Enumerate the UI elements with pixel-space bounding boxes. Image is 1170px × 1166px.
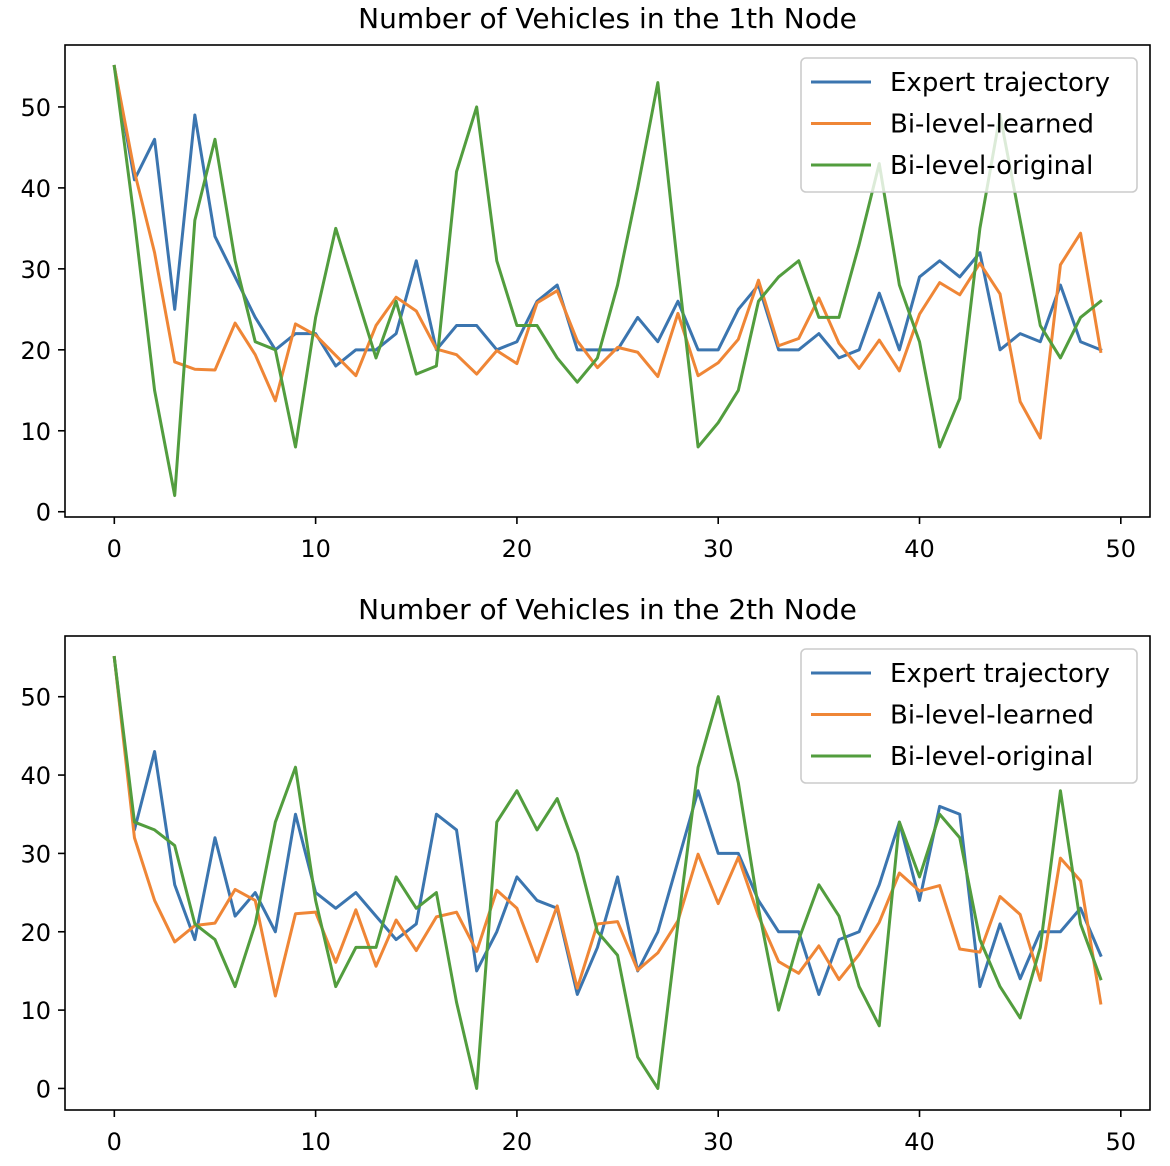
legend-label: Bi-level-learned (890, 701, 1094, 731)
y-tick-label: 30 (20, 840, 51, 868)
legend: Expert trajectory Bi-level-learned Bi-leve… (800, 648, 1138, 784)
y-tick-label: 20 (20, 337, 51, 365)
legend-label: Expert trajectory (890, 68, 1110, 98)
legend-box (800, 648, 1138, 784)
x-tick-label: 30 (703, 1128, 734, 1156)
x-tick-label: 40 (904, 1128, 935, 1156)
x-tick-label: 50 (1106, 1128, 1137, 1156)
y-tick-label: 10 (20, 997, 51, 1025)
legend-label: Bi-level-original (890, 742, 1093, 772)
y-tick-label: 10 (20, 418, 51, 446)
chart-title: Number of Vehicles in the 1th Node (358, 2, 857, 35)
y-tick-label: 50 (20, 684, 51, 712)
y-tick-label: 40 (20, 175, 51, 203)
legend: Expert trajectory Bi-level-learned Bi-leve… (800, 57, 1138, 193)
y-tick-label: 30 (20, 256, 51, 284)
x-tick-label: 0 (107, 535, 122, 563)
legend-label: Expert trajectory (890, 659, 1110, 689)
legend-box (800, 57, 1138, 193)
series-line-bi-level-original (112, 655, 1103, 1090)
chart-title: Number of Vehicles in the 2th Node (358, 593, 857, 626)
x-tick-label: 20 (502, 1128, 533, 1156)
chart-2: Number of Vehicles in the 2th Node 0 10 20 3… (20, 593, 1151, 1156)
series-line-expert-trajectory (112, 64, 1103, 368)
x-tick-label: 10 (300, 1128, 331, 1156)
x-tick-label: 40 (904, 535, 935, 563)
y-tick-label: 40 (20, 762, 51, 790)
y-tick-label: 20 (20, 919, 51, 947)
y-tick-label: 0 (36, 1075, 51, 1103)
chart-1: Number of Vehicles in the 1th Node 0 10 20 3… (20, 2, 1151, 563)
plot-frame (64, 44, 1151, 518)
legend-label: Bi-level-learned (890, 110, 1094, 140)
plot-frame (64, 635, 1151, 1111)
x-tick-label: 10 (300, 535, 331, 563)
x-tick-label: 0 (107, 1128, 122, 1156)
x-tick-label: 50 (1106, 535, 1137, 563)
y-tick-label: 0 (36, 499, 51, 527)
series-line-bi-level-learned (112, 655, 1103, 1005)
series-line-bi-level-original (112, 64, 1103, 498)
y-tick-label: 50 (20, 94, 51, 122)
x-tick-label: 30 (703, 535, 734, 563)
x-tick-label: 20 (502, 535, 533, 563)
legend-label: Bi-level-original (890, 151, 1093, 181)
series-line-bi-level-learned (112, 64, 1103, 440)
